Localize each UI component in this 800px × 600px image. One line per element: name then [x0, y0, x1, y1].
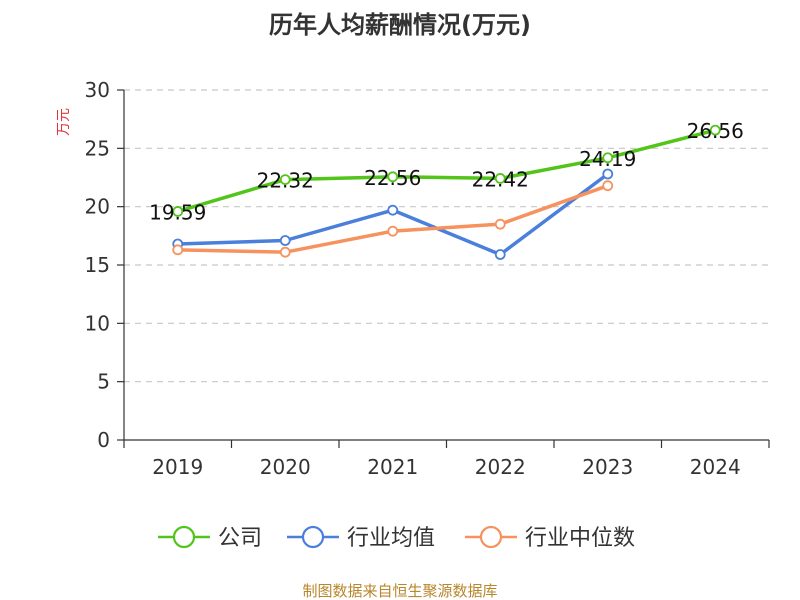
legend-circle-marker — [172, 525, 196, 549]
axes: 0 5 10 15 20 25 30 2019 2020 2021 2022 2023 2024 — [85, 78, 770, 479]
data-point — [387, 225, 399, 237]
data-point — [279, 235, 291, 246]
grid-lines — [124, 89, 769, 383]
y-tick-label: 0 — [97, 428, 110, 452]
data-point — [279, 246, 291, 258]
data-label: 26.56 — [687, 119, 744, 143]
data-point — [172, 206, 184, 217]
y-tick-label: 30 — [85, 78, 110, 102]
data-label: 22.42 — [472, 167, 529, 191]
legend-item[interactable]: 公司 — [158, 525, 262, 551]
legend-label: 行业中位数 — [525, 526, 635, 551]
data-label: 24.19 — [579, 147, 636, 171]
y-axis-label: 万元 — [56, 108, 72, 136]
data-point — [494, 173, 506, 184]
x-tick-label: 2021 — [367, 455, 418, 479]
y-tick-label: 20 — [85, 195, 110, 219]
legend-item[interactable]: 行业均值 — [287, 525, 435, 551]
y-tick-label: 10 — [85, 311, 110, 335]
data-point — [494, 249, 506, 260]
data-point — [172, 244, 184, 256]
data-label: 19.59 — [149, 200, 206, 224]
series-line — [176, 128, 717, 214]
legend-label: 公司 — [218, 526, 262, 551]
data-labels: 19.59 22.32 22.56 22.42 24.19 26.56 — [149, 119, 744, 224]
y-tick-label: 15 — [85, 253, 110, 277]
data-label: 22.56 — [364, 166, 421, 190]
data-point — [387, 204, 399, 216]
x-tick-label: 2019 — [152, 455, 203, 479]
data-source-note: 制图数据来自恒生聚源数据库 — [302, 582, 497, 600]
legend-circle-marker — [301, 525, 325, 549]
data-point — [709, 124, 721, 136]
legend-item[interactable]: 行业中位数 — [465, 525, 635, 551]
x-tick-label: 2022 — [475, 455, 526, 479]
legend-label: 行业均值 — [347, 526, 435, 551]
data-point — [494, 218, 506, 230]
chart-title: 历年人均薪酬情况(万元) — [269, 11, 531, 39]
legend[interactable]: 公司 行业均值 行业中位数 — [158, 525, 635, 551]
x-tick-label: 2020 — [260, 455, 311, 479]
data-point — [602, 180, 614, 192]
data-label: 22.32 — [257, 169, 314, 193]
data-point — [279, 174, 291, 186]
x-tick-label: 2024 — [690, 455, 741, 479]
legend-circle-marker — [479, 525, 503, 549]
data-point — [387, 171, 399, 183]
data-point — [602, 168, 614, 180]
data-point — [602, 152, 614, 164]
x-tick-label: 2023 — [582, 455, 633, 479]
series-lines — [172, 124, 721, 260]
y-tick-label: 25 — [85, 136, 110, 160]
y-tick-label: 5 — [97, 370, 110, 394]
